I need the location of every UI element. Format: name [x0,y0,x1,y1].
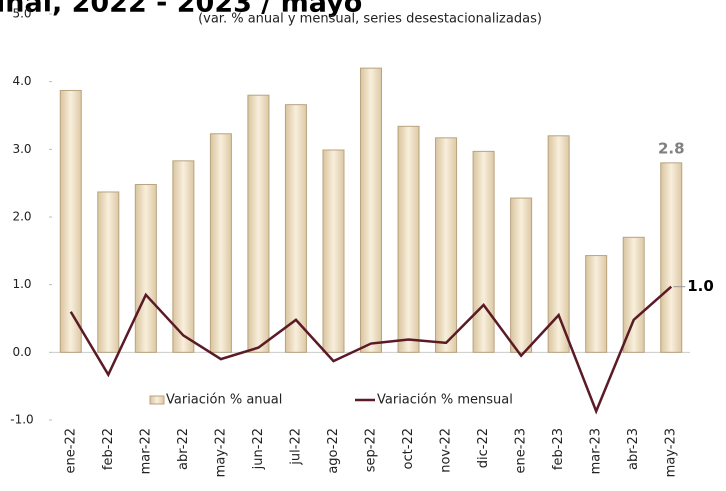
x-tick-label: mar-22 [138,428,153,474]
y-tick-label: -1.0 [10,413,33,427]
y-tick-label: 1.0 [12,277,31,291]
y-tick-label: 4.0 [12,74,31,88]
line-value-label: 1.0 [687,277,714,295]
x-tick-label: abr-23 [626,428,641,470]
bar [622,236,645,353]
bar [172,160,195,353]
x-tick-label: oct-22 [401,428,416,469]
bar [547,135,570,353]
legend-swatch [149,395,165,405]
bar [660,162,683,353]
y-tick-label: 0.0 [12,345,31,359]
x-tick-label: ene-23 [514,428,529,473]
legend-label: Variación % mensual [377,393,513,408]
bar [585,255,608,353]
bar [134,184,157,353]
x-tick-label: may-22 [213,428,228,477]
bar [472,150,495,353]
x-tick-label: dic-22 [476,428,491,468]
bar [397,125,420,353]
legend-label: Variación % anual [166,393,282,408]
bar [359,67,383,353]
y-tick-label: 3.0 [12,142,31,156]
x-tick-label: abr-22 [176,428,191,470]
x-tick-label: may-23 [664,428,679,477]
x-tick-label: ago-22 [326,428,341,474]
x-tick-label: sep-22 [364,428,379,472]
x-tick-label: mar-23 [589,428,604,474]
chart-title: inal, 2022 - 2023 / mayo [0,0,362,19]
bar [284,104,307,353]
bar [322,149,345,353]
x-tick-label: feb-22 [101,428,116,470]
bar-value-label: 2.8 [658,139,685,157]
bar [247,94,270,353]
x-tick-label: jul-22 [288,428,303,466]
x-tick-label: feb-23 [551,428,566,470]
y-tick-label: 2.0 [12,210,31,224]
x-tick-label: jun-22 [251,428,266,470]
chart-subtitle: (var. % anual y mensual, series desestac… [198,12,542,27]
line [69,285,673,415]
y-tick-label: 5.0 [12,7,31,21]
x-tick-label: nov-22 [439,428,454,473]
bar [97,191,120,353]
bar [510,197,533,353]
bar [59,89,82,353]
bar [435,137,458,353]
x-tick-label: ene-22 [63,428,78,473]
bar [209,133,232,353]
